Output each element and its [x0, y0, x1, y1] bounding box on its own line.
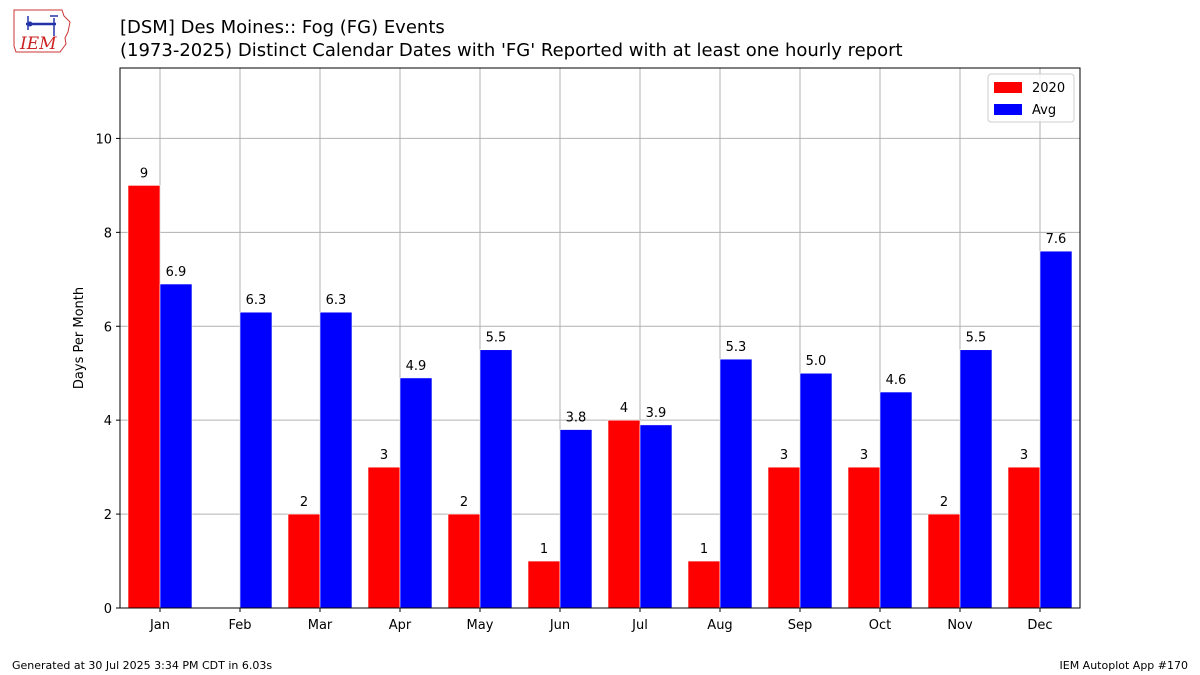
legend: 2020 Avg [987, 73, 1075, 123]
bar-2020-sep [767, 466, 801, 609]
y-tick-label: 0 [104, 602, 112, 617]
value-label-2020-jun: 1 [540, 542, 548, 557]
x-tick-label: Mar [308, 618, 333, 633]
value-label-2020-dec: 3 [1020, 448, 1028, 463]
x-tick-label: May [467, 618, 494, 633]
value-label-avg-may: 5.5 [486, 331, 507, 346]
bar-avg-mar [319, 311, 353, 609]
value-label-avg-sep: 5.0 [806, 354, 827, 369]
value-label-avg-aug: 5.3 [726, 340, 747, 355]
bars [127, 185, 1073, 609]
legend-swatch-avg [994, 104, 1022, 115]
x-tick-label: Jan [149, 618, 170, 633]
bar-avg-jan [159, 283, 193, 609]
legend-box [987, 73, 1075, 123]
legend-label-avg: Avg [1032, 103, 1056, 118]
chart-subtitle: (1973-2025) Distinct Calendar Dates with… [120, 40, 903, 61]
bar-avg-apr [399, 377, 433, 609]
x-tick-label: Nov [947, 618, 973, 633]
y-tick-label: 8 [104, 226, 112, 241]
iem-logo: IEM [13, 9, 71, 54]
legend-label-2020: 2020 [1032, 81, 1065, 96]
x-tick-label: Apr [389, 618, 412, 633]
x-tick-label: Oct [869, 618, 891, 633]
bar-avg-feb [239, 311, 273, 609]
bar-avg-nov [959, 349, 993, 609]
bar-2020-jul [607, 419, 641, 609]
value-label-avg-jul: 3.9 [646, 406, 667, 421]
bar-2020-jan [127, 185, 161, 609]
value-label-2020-aug: 1 [700, 542, 708, 557]
value-label-avg-jun: 3.8 [566, 411, 587, 426]
iowa-outline [13, 9, 71, 53]
chart-title: [DSM] Des Moines:: Fog (FG) Events [120, 17, 445, 38]
y-tick-label: 10 [95, 132, 112, 147]
value-label-2020-may: 2 [460, 495, 468, 510]
value-label-avg-mar: 6.3 [326, 293, 347, 308]
bar-avg-dec [1039, 250, 1073, 609]
value-label-avg-oct: 4.6 [886, 373, 907, 388]
bar-2020-aug [687, 560, 721, 609]
bar-2020-may [447, 513, 481, 609]
value-label-2020-sep: 3 [780, 448, 788, 463]
value-label-avg-nov: 5.5 [966, 331, 987, 346]
y-tick-label: 2 [104, 508, 112, 523]
x-tick-label: Aug [707, 618, 732, 633]
y-tick-label: 6 [104, 320, 112, 335]
grid-lines [120, 68, 1080, 609]
plot-frame [119, 67, 1081, 609]
bar-2020-mar [287, 513, 321, 609]
generated-timestamp: Generated at 30 Jul 2025 3:34 PM CDT in … [12, 659, 273, 672]
x-tick-label: Feb [228, 618, 251, 633]
bar-2020-jun [527, 560, 561, 609]
bar-2020-dec [1007, 466, 1041, 609]
legend-swatch-2020 [994, 82, 1022, 93]
value-label-avg-dec: 7.6 [1046, 232, 1067, 247]
value-label-2020-jul: 4 [620, 401, 628, 416]
axes: 0 2 4 6 8 10 Jan Feb Mar Apr May Jun Jul Aug Sep Oct Nov… [95, 132, 1052, 633]
bar-avg-oct [879, 391, 913, 609]
value-label-avg-feb: 6.3 [246, 293, 267, 308]
value-label-2020-apr: 3 [380, 448, 388, 463]
app-id: IEM Autoplot App #170 [1059, 659, 1189, 672]
bar-avg-jun [559, 429, 593, 609]
bar-2020-oct [847, 466, 881, 609]
bar-avg-jul [639, 424, 673, 609]
x-tick-label: Dec [1027, 618, 1052, 633]
value-label-2020-mar: 2 [300, 495, 308, 510]
bar-2020-apr [367, 466, 401, 609]
y-axis-label: Days Per Month [72, 287, 87, 389]
x-tick-label: Sep [788, 618, 813, 633]
y-tick-label: 4 [104, 414, 112, 429]
x-tick-label: Jun [549, 618, 570, 633]
bar-2020-nov [927, 513, 961, 609]
bar-value-labels: 9 2 3 2 1 4 1 3 3 2 3 6.9 6.3 6.3 4.9 5.5 3.8 3.9 5.3 5.0 4.… [140, 166, 1066, 557]
x-tick-label: Jul [631, 618, 648, 633]
value-label-2020-jan: 9 [140, 166, 148, 181]
bar-avg-may [479, 349, 513, 609]
value-label-avg-jan: 6.9 [166, 265, 187, 280]
value-label-2020-oct: 3 [860, 448, 868, 463]
bar-avg-sep [799, 372, 833, 609]
value-label-2020-nov: 2 [940, 495, 948, 510]
bar-avg-aug [719, 358, 753, 609]
value-label-avg-apr: 4.9 [406, 359, 427, 374]
logo-text: IEM [19, 34, 57, 54]
